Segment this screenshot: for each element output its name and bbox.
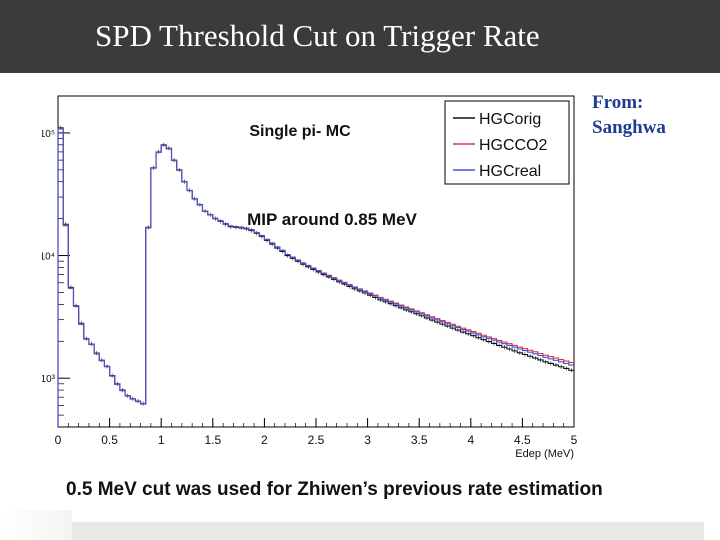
legend-label-HGCorig: HGCorig (479, 111, 541, 128)
bottom-note: 0.5 MeV cut was used for Zhiwen’s previo… (66, 479, 603, 500)
y-tick-label: 10⁵ (42, 129, 55, 140)
x-axis-label: Edep (MeV) (515, 448, 574, 460)
y-tick-label: 10⁴ (42, 252, 55, 263)
credit-author: Sanghwa (592, 117, 666, 138)
chart-title: Single pi- MC (249, 123, 351, 140)
plot-frame: 0 0.5 1 1.5 2 2.5 3 3.5 4 4.5 5 10³ 10⁴ 10⁵ Edep (MeV)… (42, 88, 590, 460)
footer-strip (72, 522, 704, 540)
legend-label-HGCreal: HGCreal (479, 163, 541, 180)
x-tick-label: 1.5 (204, 433, 221, 447)
x-tick-label: 4.5 (514, 433, 531, 447)
slide-title: SPD Threshold Cut on Trigger Rate (95, 18, 540, 53)
x-tick-label: 0.5 (101, 433, 118, 447)
y-tick-label: 10³ (42, 374, 56, 385)
x-tick-label: 5 (571, 433, 578, 447)
title-bar: SPD Threshold Cut on Trigger Rate (0, 0, 720, 73)
chart-annotation: MIP around 0.85 MeV (247, 210, 417, 229)
x-tick-label: 2 (261, 433, 268, 447)
series-HGCreal (57, 127, 574, 427)
footer-left-fade (0, 510, 72, 540)
credit-block: From: Sanghwa (592, 90, 666, 140)
x-tick-label: 2.5 (308, 433, 325, 447)
x-tick-label: 0 (55, 433, 62, 447)
x-tick-label: 1 (158, 433, 165, 447)
legend-label-HGCCO2: HGCCO2 (479, 137, 548, 154)
x-tick-label: 4 (467, 433, 474, 447)
credit-from: From: (592, 92, 644, 113)
x-tick-label: 3 (364, 433, 371, 447)
x-tick-label: 3.5 (411, 433, 428, 447)
histogram-chart: 0 0.5 1 1.5 2 2.5 3 3.5 4 4.5 5 10³ 10⁴ 10⁵ Edep (MeV)… (42, 95, 578, 460)
